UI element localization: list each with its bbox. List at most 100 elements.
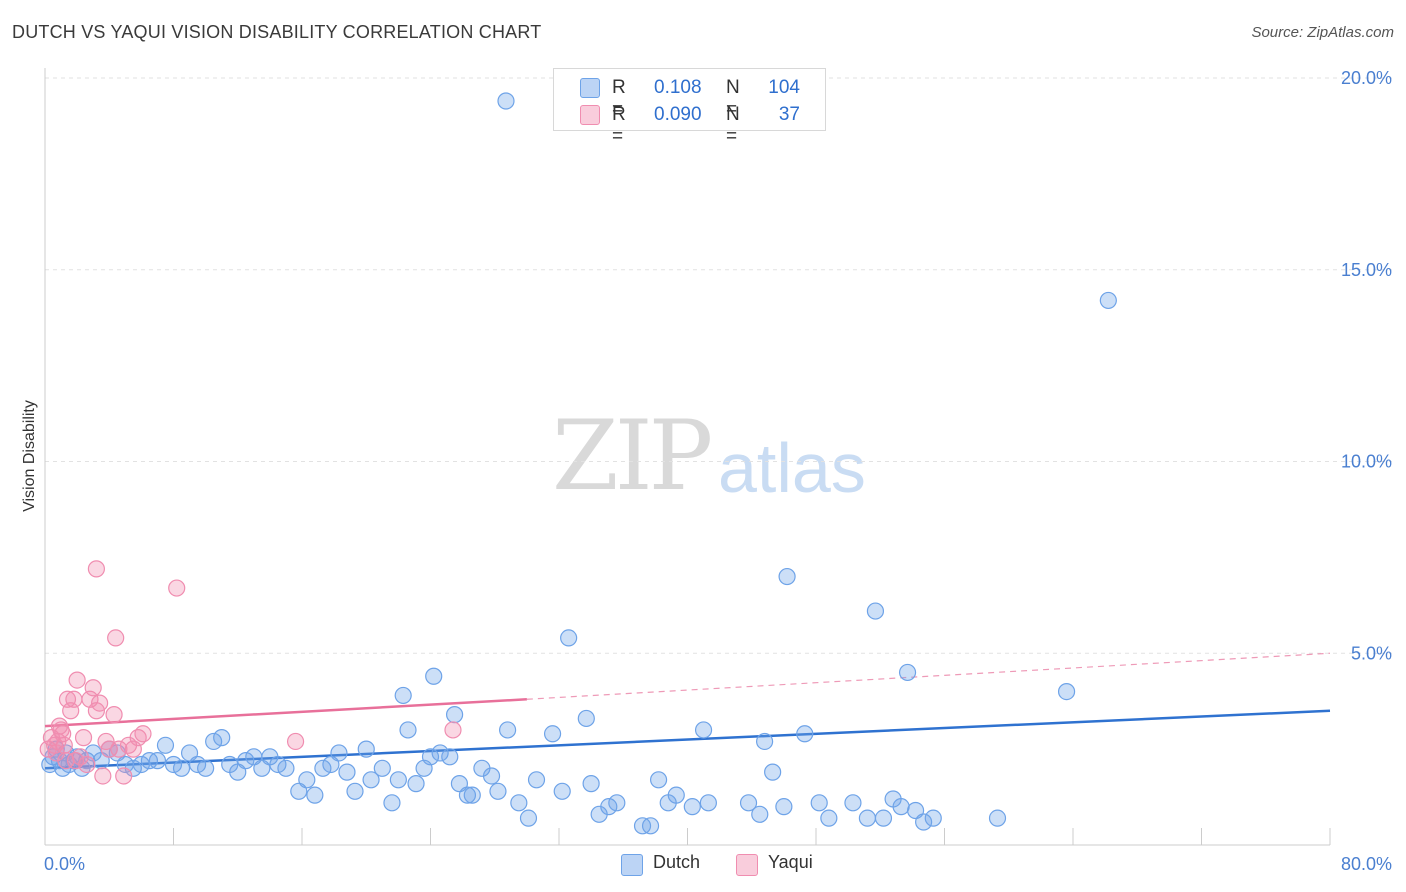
yaqui-point [50, 717, 69, 735]
dutch-point [346, 782, 364, 800]
yaqui-point [100, 740, 118, 758]
dutch-point [560, 629, 578, 647]
dutch-point [543, 725, 562, 743]
dutch-point [775, 798, 793, 816]
dutch-point [510, 794, 528, 812]
dutch-point [458, 786, 477, 804]
dutch-point [330, 744, 348, 762]
dutch-point [338, 763, 356, 781]
dutch-point [915, 813, 933, 831]
stats-legend: R = 0.108 N = 104 R = 0.090 N = 37 [553, 68, 826, 147]
source-label: Source: ZipAtlas.com [1251, 24, 1394, 41]
yaqui-point [84, 679, 102, 697]
dutch-point [820, 809, 838, 827]
legend-yaqui-label: Yaqui [768, 852, 813, 872]
dutch-point [874, 809, 893, 827]
yaqui-point [444, 721, 462, 739]
dutch-point [306, 786, 324, 804]
dutch-r-value: 0.108 [654, 77, 702, 98]
dutch-point [431, 744, 449, 762]
y-tick-label: 15.0% [1341, 260, 1392, 280]
yaqui-point [94, 767, 112, 785]
dutch-point [482, 767, 501, 785]
y-tick-label: 20.0% [1341, 68, 1392, 88]
dutch-point [172, 759, 191, 777]
yaqui-point [168, 579, 186, 597]
yaqui-point [87, 560, 106, 578]
dutch-point [489, 782, 507, 800]
x-tick-label-min: 0.0% [44, 854, 85, 874]
dutch-r-label: R = [612, 77, 626, 120]
legend-dutch-label: Dutch [653, 852, 701, 872]
dutch-point [739, 794, 758, 812]
y-tick-label: 5.0% [1351, 643, 1392, 663]
chart-title: DUTCH VS YAQUI VISION DISABILITY CORRELA… [12, 22, 542, 42]
dutch-point [269, 755, 287, 774]
yaqui-point [74, 729, 93, 747]
yaqui-point [105, 706, 123, 724]
grid-lines [45, 77, 1392, 654]
dutch-n-value: 104 [768, 77, 800, 98]
dutch-point [577, 709, 595, 728]
y-axis-label: Vision Disability [21, 400, 38, 512]
legend-yaqui-swatch [736, 854, 758, 876]
yaqui-r-label: R = [612, 104, 626, 147]
dutch-point [132, 755, 150, 774]
dutch-point [499, 721, 517, 739]
dutch-point [277, 759, 295, 777]
yaqui-swatch [580, 105, 600, 125]
dutch-point [383, 794, 401, 812]
dutch-point [699, 794, 717, 812]
yaqui-points [39, 560, 462, 785]
yaqui-n-label: N = [726, 104, 740, 147]
dutch-point [156, 736, 175, 754]
x-tick-label-max: 80.0% [1341, 854, 1392, 874]
yaqui-point [68, 671, 86, 689]
yaqui-point [91, 694, 109, 712]
dutch-point [796, 725, 814, 743]
trend-extension-yaqui [526, 652, 1331, 700]
dutch-point [188, 755, 207, 774]
dutch-point [755, 732, 774, 751]
dutch-point [858, 809, 877, 827]
dutch-point [445, 706, 464, 724]
dutch-point [553, 782, 571, 800]
watermark-zip: ZIP [552, 400, 713, 512]
dutch-point [844, 794, 862, 812]
dutch-point [683, 798, 701, 816]
dutch-point [164, 755, 183, 774]
dutch-point [213, 729, 231, 747]
dutch-point [357, 740, 375, 758]
dutch-point [608, 794, 626, 812]
yaqui-point [115, 767, 133, 785]
bottom-legend: Dutch Yaqui [0, 850, 1406, 880]
yaqui-point [286, 732, 305, 751]
dutch-point [667, 786, 685, 804]
yaqui-point [78, 755, 96, 774]
dutch-point [924, 809, 942, 827]
legend-dutch-swatch [621, 854, 643, 876]
yaqui-point [110, 740, 128, 758]
dutch-point [197, 759, 215, 777]
dutch-point [394, 686, 412, 705]
yaqui-point [107, 629, 125, 647]
dutch-points [41, 92, 1117, 835]
dutch-point [314, 759, 332, 777]
dutch-point [649, 771, 668, 789]
dutch-point [751, 805, 769, 823]
dutch-point [898, 663, 917, 682]
dutch-point [892, 798, 910, 816]
dutch-point [463, 786, 481, 804]
dutch-point [582, 775, 600, 793]
dutch-point [519, 809, 538, 827]
dutch-point [694, 721, 713, 739]
dutch-point [600, 798, 618, 816]
dutch-point [237, 752, 255, 770]
dutch-point [764, 763, 782, 781]
dutch-point [205, 732, 223, 751]
dutch-swatch [580, 78, 600, 98]
dutch-point [988, 809, 1007, 827]
dutch-point [1099, 291, 1117, 310]
dutch-point [641, 817, 660, 835]
